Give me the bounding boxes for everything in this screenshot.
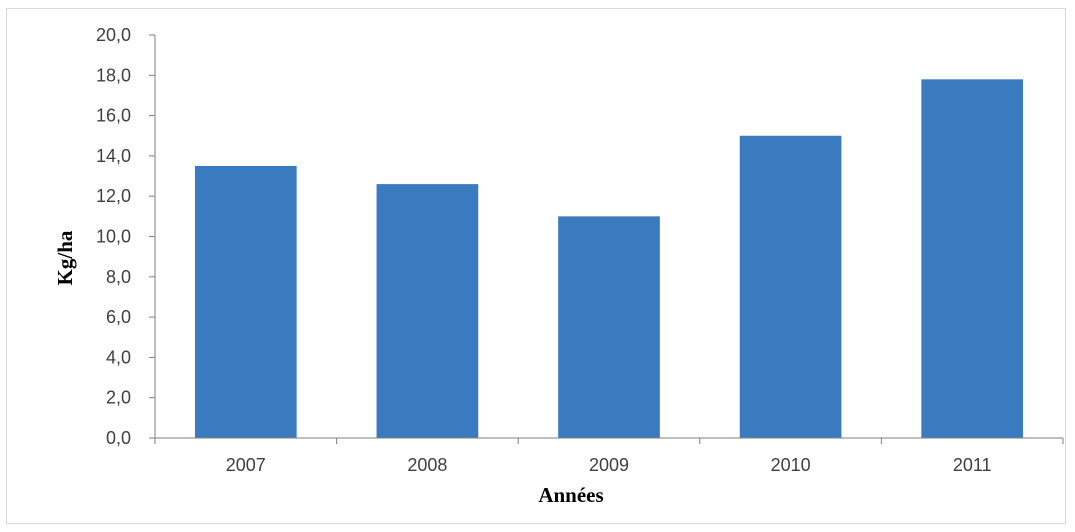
y-axis-title: Kg/ha	[53, 230, 77, 285]
x-axis-title: Années	[538, 483, 603, 507]
x-tick-label: 2009	[589, 455, 629, 475]
x-tick-label: 2011	[953, 455, 992, 475]
y-tick-label: 14,0	[96, 146, 131, 166]
bars-group	[194, 79, 1024, 438]
y-tick-label: 20,0	[96, 25, 131, 45]
bar-2009	[558, 216, 660, 438]
bar-2011	[921, 79, 1024, 438]
y-tick-label: 8,0	[106, 267, 131, 287]
x-tick-label: 2007	[226, 455, 266, 475]
bar-2007	[194, 165, 297, 438]
y-tick-label: 18,0	[96, 65, 131, 85]
y-tick-label: 16,0	[96, 106, 131, 126]
y-tick-label: 10,0	[96, 227, 131, 247]
y-tick-label: 4,0	[106, 347, 131, 367]
x-axis-ticks: 2007 2008 2009 2010 2011	[154, 438, 1064, 475]
y-tick-label: 2,0	[106, 388, 131, 408]
y-tick-label: 12,0	[96, 186, 131, 206]
y-tick-label: 6,0	[106, 307, 131, 327]
bar-2010	[739, 135, 842, 438]
x-tick-label: 2008	[407, 455, 447, 475]
bar-2008	[376, 184, 479, 438]
x-tick-label: 2010	[771, 455, 811, 475]
y-axis-ticks: 0,0 2,0 4,0 6,0 8,0 10,0 12,0 14,0 16,0 18,0 20,0	[96, 25, 155, 448]
y-tick-label: 0,0	[106, 428, 131, 448]
